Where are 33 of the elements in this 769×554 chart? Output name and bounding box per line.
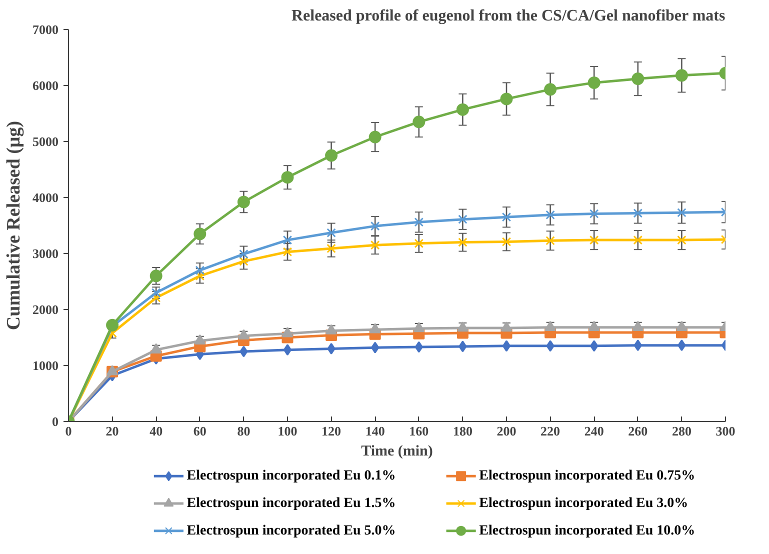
x-tick-label: 160 (409, 424, 429, 438)
x-tick-label: 300 (716, 424, 736, 438)
legend-label: Electrospun incorporated Eu 0.1% (186, 468, 396, 484)
legend-label: Electrospun incorporated Eu 0.75% (479, 468, 696, 484)
x-axis-title: Time (min) (361, 444, 433, 460)
x-tick-label: 100 (278, 424, 298, 438)
y-tick-label: 2000 (32, 302, 58, 317)
x-tick-label: 0 (65, 424, 72, 438)
x-tick-label: 280 (672, 424, 692, 438)
x-tick-label: 240 (584, 424, 604, 438)
y-tick-label: 6000 (32, 78, 58, 93)
y-tick-label: 5000 (32, 134, 58, 149)
legend-label: Electrospun incorporated Eu 3.0% (479, 496, 688, 511)
x-tick-label: 20 (106, 424, 119, 438)
x-tick-label: 220 (540, 424, 560, 438)
y-tick-label: 1000 (32, 358, 58, 373)
y-tick-label: 0 (52, 414, 58, 429)
x-tick-label: 180 (452, 424, 472, 438)
x-tick-label: 40 (150, 424, 163, 438)
y-axis-title: Cumulative Released (μg) (4, 120, 24, 330)
x-tick-label: 120 (322, 424, 342, 438)
x-tick-label: 200 (496, 424, 516, 438)
legend-label: Electrospun incorporated Eu 10.0% (479, 523, 696, 538)
x-tick-label: 80 (237, 424, 250, 438)
y-tick-label: 4000 (32, 190, 58, 205)
y-tick-label: 3000 (32, 246, 58, 261)
chart-title: Released profile of eugenol from the CS/CA/Gel nanofiber mats (291, 8, 726, 24)
x-tick-label: 140 (365, 424, 385, 438)
legend-label: Electrospun incorporated Eu 5.0% (186, 523, 396, 538)
y-tick-label: 7000 (32, 22, 58, 37)
x-tick-label: 60 (193, 424, 206, 438)
x-tick-label: 260 (628, 424, 648, 438)
legend-label: Electrospun incorporated Eu 1.5% (186, 496, 396, 511)
